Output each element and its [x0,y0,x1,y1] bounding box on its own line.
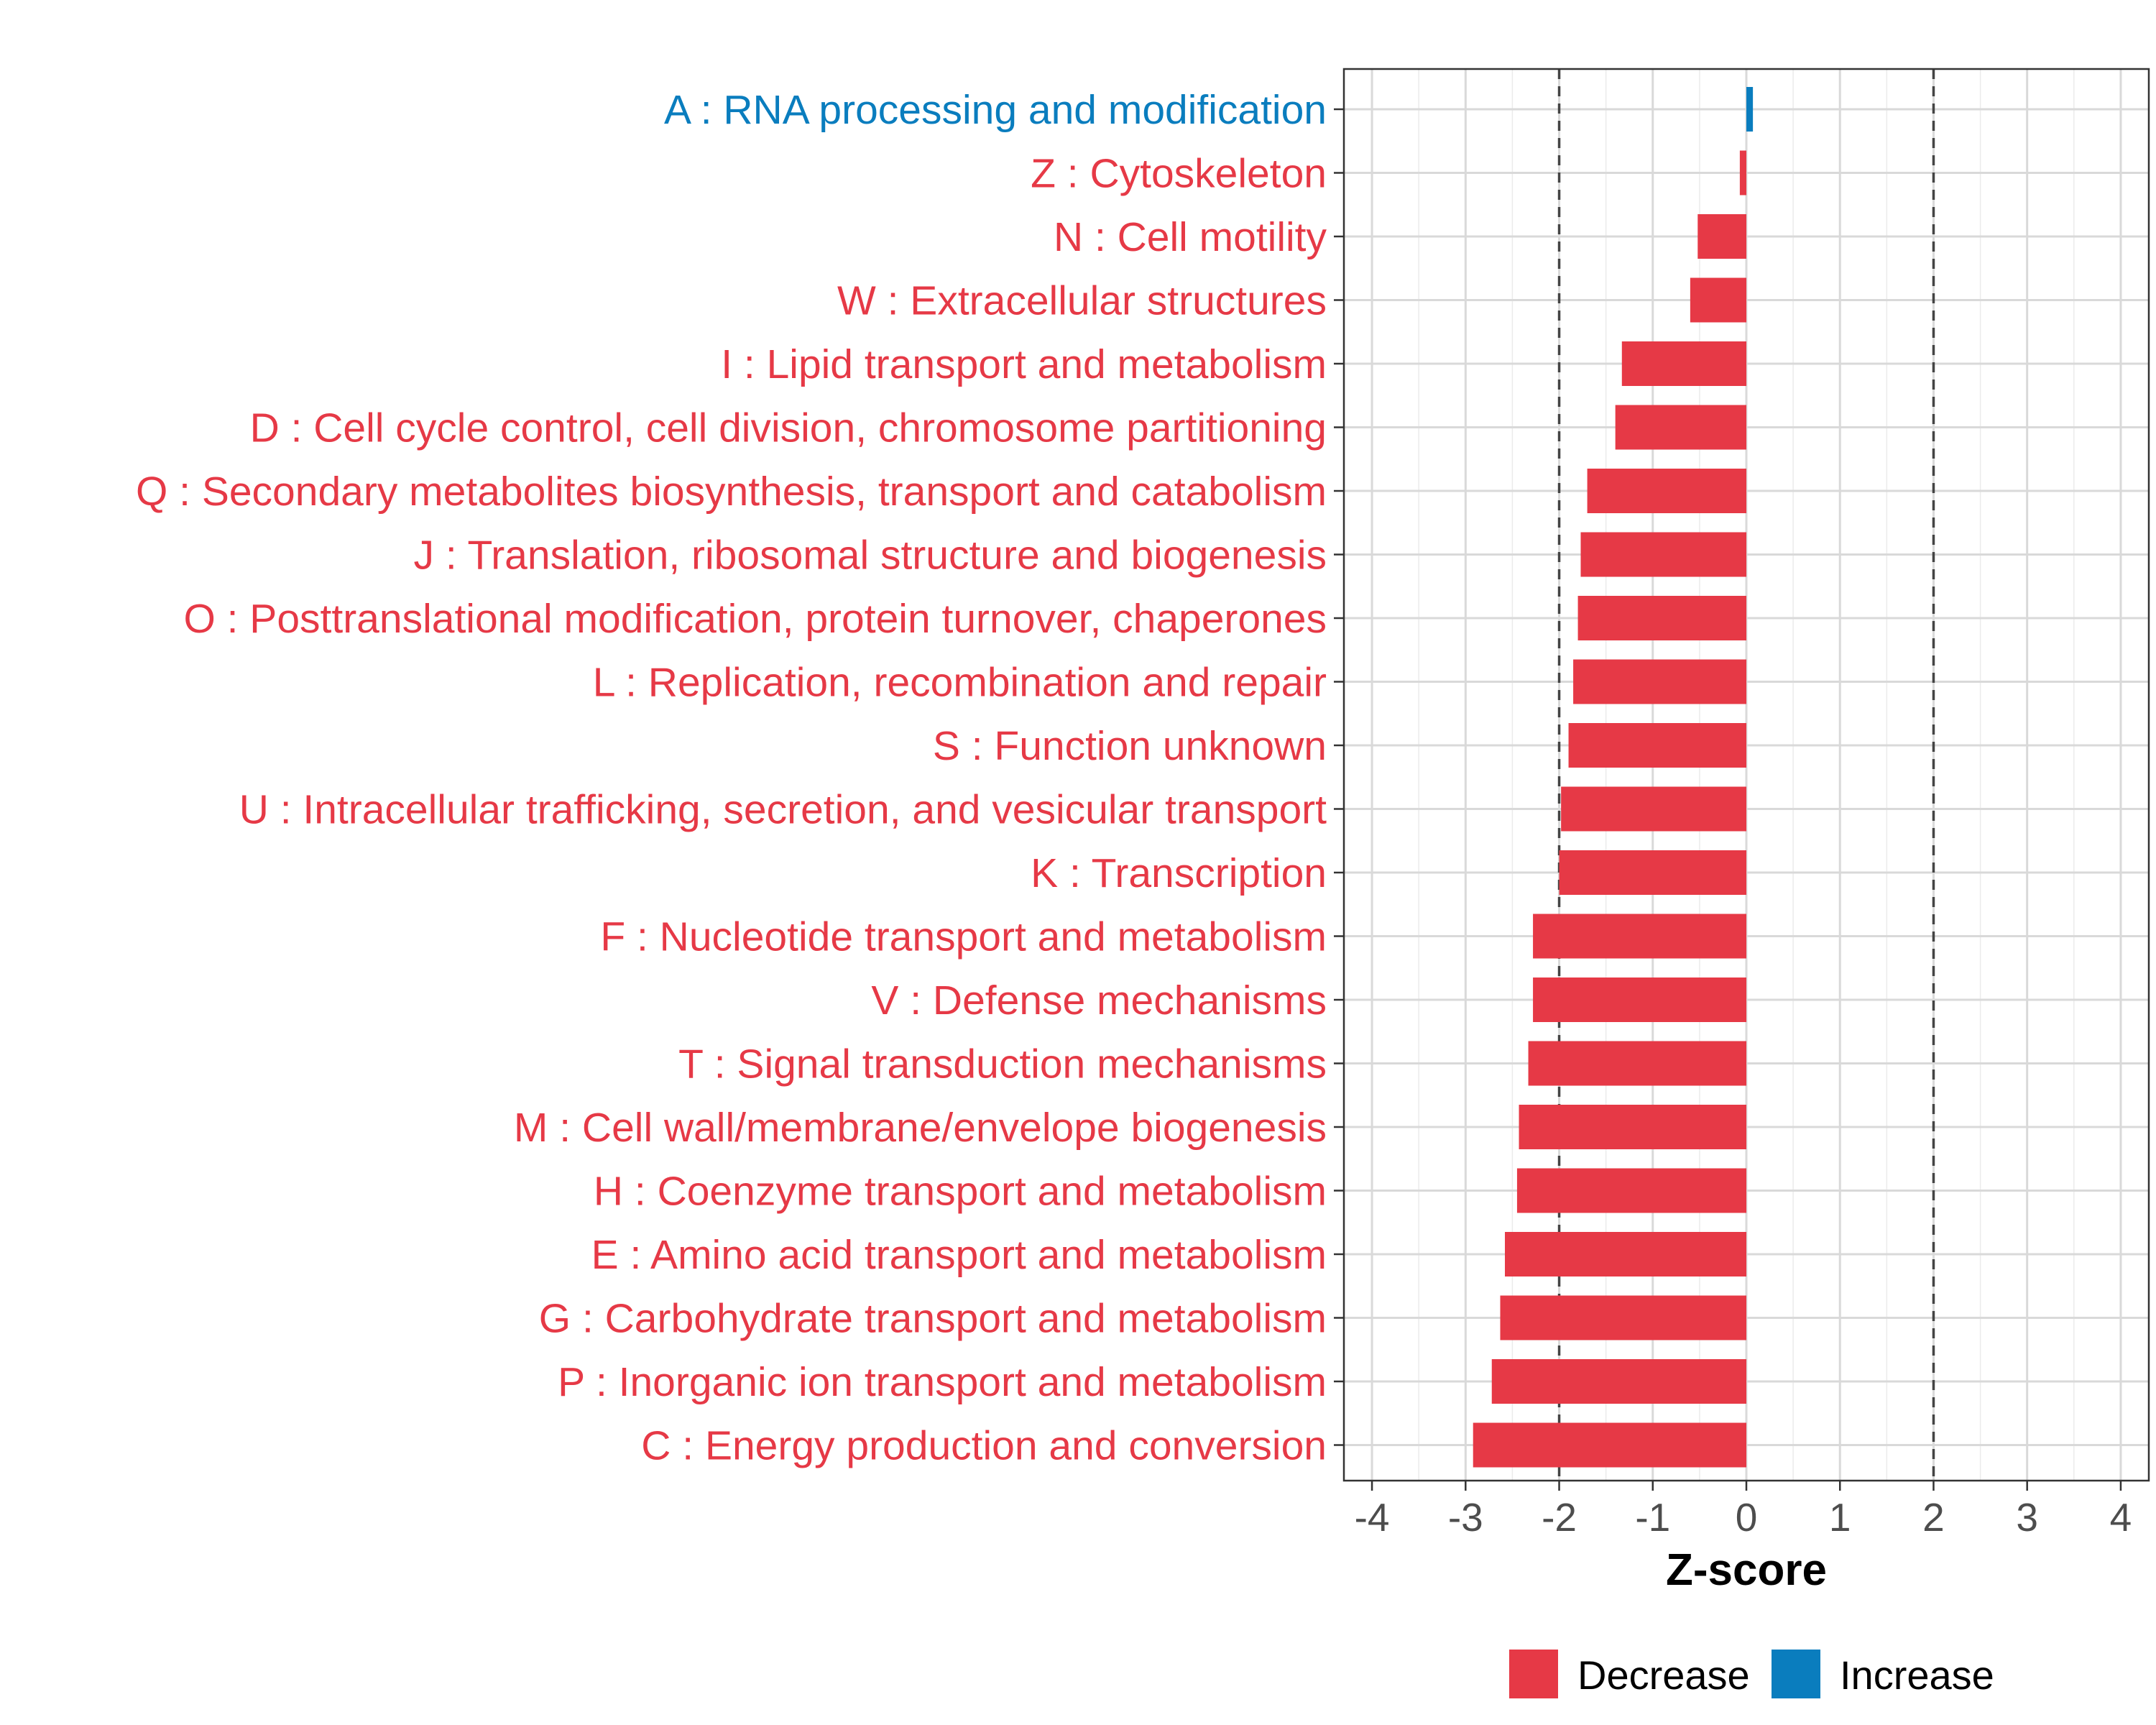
bar [1533,978,1746,1022]
category-label: Q : Secondary metabolites biosynthesis, … [136,469,1327,515]
category-label: V : Defense mechanisms [871,978,1327,1024]
bar [1568,723,1746,768]
category-label: N : Cell motility [1054,214,1327,260]
category-label: F : Nucleotide transport and metabolism [600,914,1327,960]
bar [1559,850,1746,895]
category-label: A : RNA processing and modification [664,87,1327,133]
bar [1473,1422,1746,1468]
x-tick-label: 4 [2110,1495,2132,1540]
bar [1746,87,1754,132]
category-label: C : Energy production and conversion [641,1423,1327,1469]
category-label: E : Amino acid transport and metabolism [591,1232,1327,1278]
bar [1577,596,1746,640]
bar [1516,1168,1746,1213]
bar [1697,214,1746,259]
category-label: T : Signal transduction mechanisms [678,1041,1327,1087]
x-tick-label: -4 [1355,1495,1390,1540]
x-tick-label: 0 [1736,1495,1758,1540]
category-label: W : Extracellular structures [837,278,1327,324]
category-label: H : Coenzyme transport and metabolism [594,1169,1327,1215]
bar [1500,1295,1746,1340]
bar [1573,659,1746,704]
legend-swatch-increase [1772,1650,1820,1698]
x-tick-label: 2 [1922,1495,1945,1540]
category-label: S : Function unknown [933,723,1327,769]
bar [1587,469,1746,513]
category-label: Z : Cytoskeleton [1031,151,1327,197]
bar [1580,532,1746,577]
x-tick-label: -1 [1635,1495,1670,1540]
bar [1561,786,1746,832]
x-axis-tick-labels: -4 -3 -2 -1 0 1 2 3 4 [1355,1495,2132,1540]
bar [1739,150,1746,196]
x-tick-label: 1 [1829,1495,1851,1540]
bar [1533,914,1746,959]
category-label: K : Transcription [1031,850,1327,896]
category-label: J : Translation, ribosomal structure and… [414,533,1327,579]
legend-label-increase: Increase [1840,1652,1994,1698]
bar [1491,1359,1746,1404]
category-label: G : Carbohydrate transport and metabolis… [539,1296,1327,1342]
legend-label-decrease: Decrease [1577,1652,1750,1698]
bar [1519,1105,1746,1149]
bar [1621,341,1746,386]
bar [1505,1232,1746,1276]
x-tick-label: -3 [1448,1495,1483,1540]
legend: Decrease Increase [1509,1650,1994,1698]
y-axis-ticks [1334,108,1344,1446]
bars [1473,87,1754,1468]
bar [1615,405,1746,450]
bar [1528,1041,1746,1086]
category-label: P : Inorganic ion transport and metaboli… [558,1359,1327,1405]
y-axis-labels: A : RNA processing and modification Z : C… [136,87,1327,1469]
category-label: U : Intracellular trafficking, secretion… [239,787,1327,833]
x-tick-label: -2 [1542,1495,1577,1540]
category-label: I : Lipid transport and metabolism [721,341,1327,387]
category-label: M : Cell wall/membrane/envelope biogenes… [514,1105,1327,1151]
category-label: L : Replication, recombination and repai… [593,660,1327,706]
category-label: D : Cell cycle control, cell division, c… [250,405,1327,451]
bar [1690,277,1746,323]
x-axis-ticks [1370,1481,2122,1491]
x-axis-title: Z-score [1666,1545,1827,1595]
category-label: O : Posttranslational modification, prot… [183,596,1327,642]
legend-swatch-decrease [1509,1650,1558,1698]
x-tick-label: 3 [2016,1495,2038,1540]
